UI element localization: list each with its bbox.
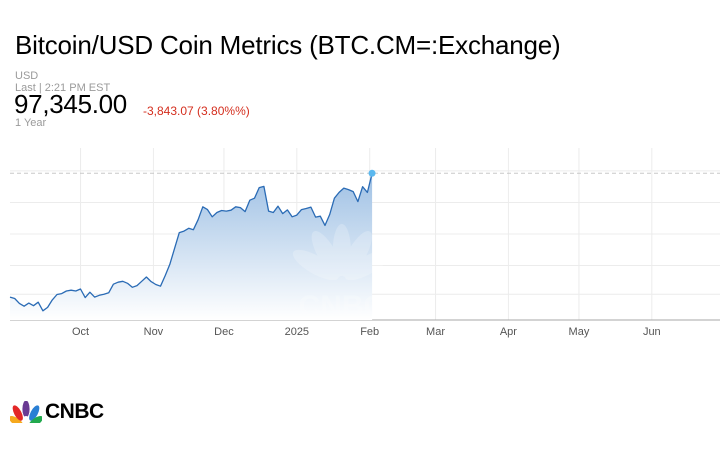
watermark-text: CNBC	[298, 290, 385, 323]
price-change: -3,843.07 (3.80%%)	[143, 104, 250, 118]
watermark-feather	[311, 231, 342, 277]
last-price-marker[interactable]	[368, 169, 376, 177]
price-chart[interactable]: CNBC Oct Nov Dec 2025 Feb Mar Apr May Jun	[0, 140, 720, 345]
x-tick-label: Dec	[214, 326, 234, 338]
price-area	[10, 173, 373, 320]
chart-title: Bitcoin/USD Coin Metrics (BTC.CM=:Exchan…	[15, 30, 561, 60]
logo-text: CNBC	[45, 400, 104, 423]
price-line	[9, 173, 373, 312]
peacock-icon	[10, 401, 42, 423]
currency-label: USD	[15, 70, 39, 82]
x-tick-label: Jun	[643, 326, 661, 338]
x-tick-label: Mar	[426, 326, 445, 338]
watermark-feather	[341, 231, 372, 277]
x-tick-label: Feb	[360, 326, 379, 338]
range-label: 1 Year	[15, 117, 47, 129]
peacock-icon	[292, 224, 391, 281]
cnbc-watermark: CNBC	[292, 224, 391, 323]
watermark-feather	[292, 249, 339, 281]
x-tick-label: 2025	[285, 326, 309, 338]
watermark-feather	[332, 224, 351, 276]
cnbc-logo[interactable]: CNBC	[10, 400, 104, 424]
watermark-feather	[344, 249, 391, 281]
x-tick-label: Apr	[500, 326, 517, 338]
x-tick-label: Oct	[72, 326, 89, 338]
x-tick-label: Nov	[144, 326, 164, 338]
last-update-label: Last | 2:21 PM EST	[15, 82, 111, 94]
x-tick-label: May	[569, 326, 590, 338]
price-value: 97,345.00	[14, 89, 127, 119]
